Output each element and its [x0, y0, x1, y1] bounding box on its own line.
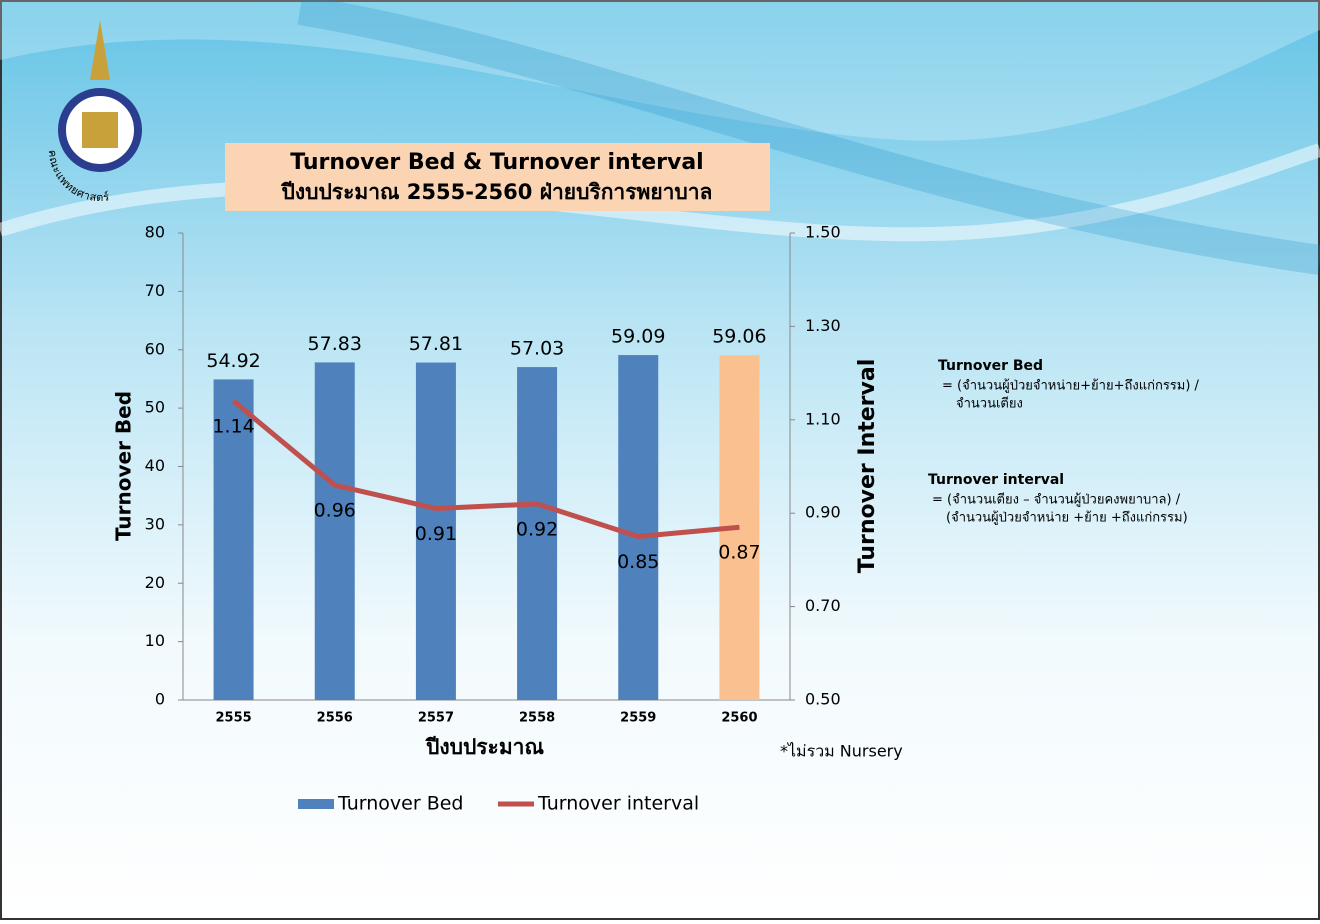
line-value-label: 0.91	[415, 523, 457, 545]
y2-tick-label: 0.90	[805, 503, 841, 522]
line-value-label: 0.96	[314, 500, 356, 522]
legend-label: Turnover Bed	[337, 793, 463, 815]
wave	[297, 0, 1320, 275]
bar-value-label: 59.09	[611, 326, 665, 348]
line-value-label: 0.85	[617, 551, 659, 573]
bar-value-label: 54.92	[206, 350, 260, 372]
note-line: = (จำนวนเตียง – จำนวนผู้ป่วยคงพยาบาล) /	[932, 492, 1181, 508]
x-tick-label: 2560	[721, 711, 757, 726]
note-line: = (จำนวนผู้ป่วยจำหน่าย+ย้าย+ถึงแก่กรรม) …	[942, 379, 1200, 394]
y-tick-label: 50	[145, 398, 165, 417]
footnote: *ไม่รวม Nursery	[780, 742, 903, 761]
y-tick-label: 0	[155, 690, 165, 709]
wave	[0, 0, 1320, 141]
chart-subtitle: ปีงบประมาณ 2555-2560 ฝ่ายบริการพยาบาล	[280, 180, 713, 204]
legend-swatch	[298, 799, 334, 809]
y-tick-label: 60	[145, 339, 165, 358]
bar	[213, 379, 254, 700]
line-value-label: 1.14	[212, 416, 254, 438]
note-title: Turnover interval	[928, 472, 1064, 488]
x-tick-label: 2556	[317, 711, 353, 726]
bar	[618, 355, 659, 700]
x-tick-label: 2555	[215, 711, 251, 726]
y-tick-label: 80	[145, 223, 165, 242]
bar-value-label: 59.06	[712, 326, 766, 348]
note-title: Turnover Bed	[938, 358, 1043, 374]
y2-tick-label: 0.50	[805, 690, 841, 709]
x-tick-label: 2559	[620, 711, 656, 726]
bar-value-label: 57.03	[510, 338, 564, 360]
y2-tick-label: 0.70	[805, 596, 841, 615]
y2-axis-label: Turnover Interval	[855, 359, 880, 574]
y-tick-label: 70	[145, 281, 165, 300]
line-value-label: 0.87	[718, 542, 760, 564]
y-tick-label: 20	[145, 573, 165, 592]
chart-title: Turnover Bed & Turnover interval	[290, 150, 703, 175]
line	[231, 399, 740, 540]
note-line: จำนวนเตียง	[956, 396, 1023, 412]
bar-value-label: 57.83	[308, 333, 362, 355]
y-tick-label: 40	[145, 456, 165, 475]
title-box	[225, 143, 770, 211]
x-tick-label: 2557	[418, 711, 454, 726]
y2-tick-label: 1.30	[805, 316, 841, 335]
bar	[314, 362, 355, 700]
y2-tick-label: 1.50	[805, 223, 841, 242]
x-tick-label: 2558	[519, 711, 555, 726]
line-value-label: 0.92	[516, 518, 558, 540]
legend-label: Turnover interval	[537, 793, 699, 815]
bar	[415, 362, 456, 700]
y-tick-label: 10	[145, 631, 165, 650]
y2-tick-label: 1.10	[805, 409, 841, 428]
x-axis-label: ปีงบประมาณ	[424, 735, 544, 759]
y-tick-label: 30	[145, 514, 165, 533]
bar	[517, 367, 558, 700]
note-line: (จำนวนผู้ป่วยจำหน่าย +ย้าย +ถึงแก่กรรม)	[946, 511, 1188, 526]
bar-value-label: 57.81	[409, 333, 463, 355]
y-axis-label: Turnover Bed	[112, 391, 136, 541]
